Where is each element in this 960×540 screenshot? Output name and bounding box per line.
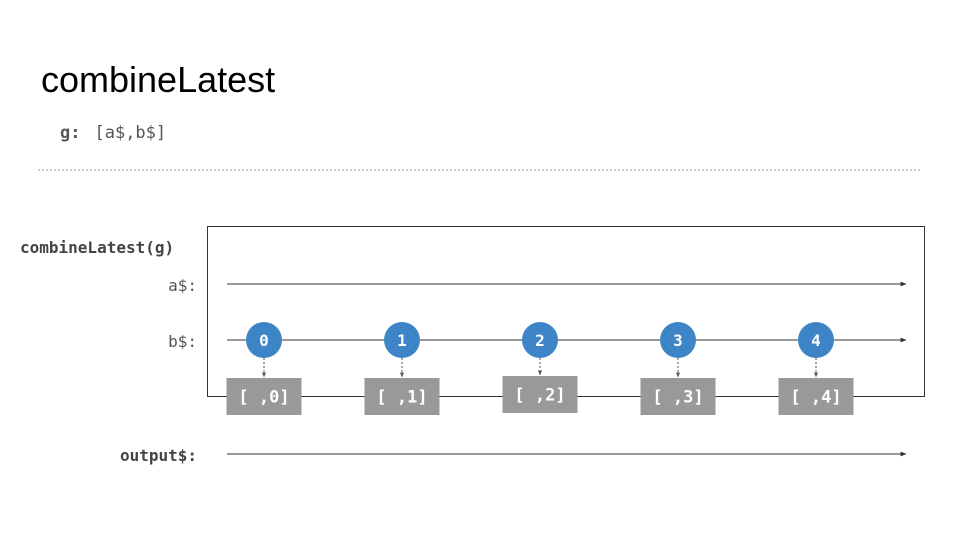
marble-value: 4 (811, 331, 821, 350)
marble-circle (522, 322, 558, 358)
result-value: [ ,4] (790, 388, 841, 408)
page-title: combineLatest (41, 59, 276, 100)
result-box (502, 376, 578, 413)
marble-group: 0 [ ,0] (226, 322, 302, 415)
dotted-divider (38, 169, 920, 171)
result-value: [ ,2] (514, 386, 565, 406)
result-value: [ ,1] (376, 388, 427, 408)
result-value: [ ,3] (652, 388, 703, 408)
marbles-layer: 0 [ ,0] 1 [ ,1] 2 [ ,2] 3 [ ,3] 4 [ ,4] (226, 322, 854, 415)
marble-circle (384, 322, 420, 358)
parameter-definition: g: [a$,b$] (60, 123, 166, 143)
result-box (778, 378, 854, 415)
marble-circle (246, 322, 282, 358)
result-box (226, 378, 302, 415)
marble-group: 2 [ ,2] (502, 322, 578, 413)
marble-circle (798, 322, 834, 358)
marble-group: 3 [ ,3] (640, 322, 716, 415)
result-box (640, 378, 716, 415)
marble-value: 1 (397, 331, 407, 350)
marble-value: 0 (259, 331, 269, 350)
marble-group: 1 [ ,1] (364, 322, 440, 415)
result-box (364, 378, 440, 415)
marble-circle (660, 322, 696, 358)
operator-box (207, 226, 925, 397)
marble-value: 2 (535, 331, 545, 350)
operator-label: combineLatest(g) (20, 238, 174, 257)
marble-value: 3 (673, 331, 683, 350)
marble-group: 4 [ ,4] (778, 322, 854, 415)
stream-label-b: b$: (168, 332, 197, 351)
stream-label-a: a$: (168, 276, 197, 295)
parameter-name: g: (60, 123, 81, 143)
parameter-value: [a$,b$] (94, 123, 167, 143)
result-value: [ ,0] (238, 388, 289, 408)
stream-label-output: output$: (120, 446, 197, 465)
